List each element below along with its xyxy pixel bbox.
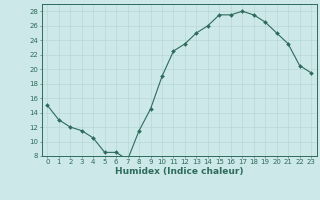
X-axis label: Humidex (Indice chaleur): Humidex (Indice chaleur) [115,167,244,176]
